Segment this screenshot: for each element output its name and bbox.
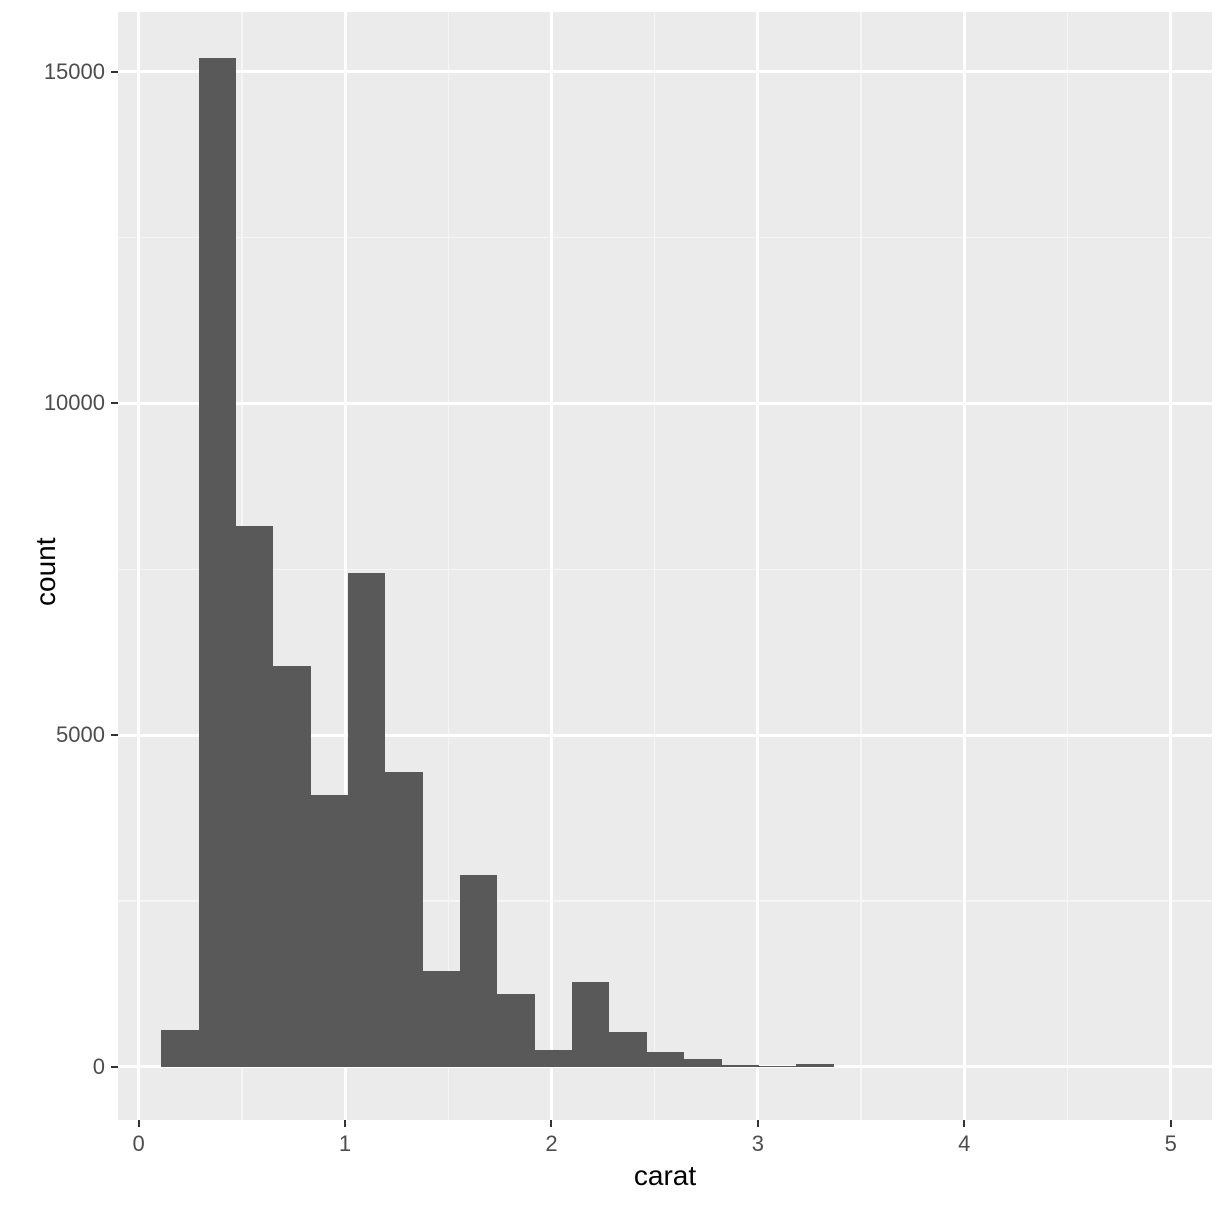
histogram-bar [273,666,310,1067]
plot-panel [118,12,1212,1120]
histogram-bar [796,1064,833,1067]
histogram-bar [348,573,385,1067]
histogram-bar [572,982,609,1067]
histogram-bar [684,1059,721,1067]
histogram-bar [199,58,236,1066]
histogram-chart: 0 1 2 3 4 5 0 5000 10000 15000 carat count [0,0,1224,1224]
y-tick [111,402,118,404]
histogram-bar [535,1050,572,1067]
x-tick-label: 1 [305,1131,385,1157]
bars-layer [118,12,1212,1120]
histogram-bar [385,772,422,1067]
x-tick-label: 4 [924,1131,1004,1157]
y-axis-title: count [30,538,62,607]
histogram-bar [497,994,534,1067]
histogram-bar [460,875,497,1067]
y-tick-label: 5000 [56,722,105,748]
y-tick [111,1066,118,1068]
x-tick [1170,1120,1172,1127]
x-tick [550,1120,552,1127]
histogram-bar [311,795,348,1067]
x-tick-label: 2 [511,1131,591,1157]
x-tick [344,1120,346,1127]
x-tick-label: 0 [99,1131,179,1157]
x-tick [138,1120,140,1127]
histogram-bar [722,1065,759,1067]
y-tick-label: 0 [93,1054,105,1080]
x-tick [757,1120,759,1127]
y-tick-label: 10000 [44,390,105,416]
x-tick-label: 5 [1131,1131,1211,1157]
histogram-bar [423,971,460,1067]
x-tick-label: 3 [718,1131,798,1157]
histogram-bar [647,1052,684,1067]
y-tick [111,71,118,73]
y-tick [111,734,118,736]
y-tick-label: 15000 [44,59,105,85]
x-tick [963,1120,965,1127]
histogram-bar [609,1032,646,1067]
histogram-bar [161,1030,198,1067]
x-axis-title: carat [605,1160,725,1192]
histogram-bar [236,526,273,1067]
histogram-bar [759,1066,796,1067]
